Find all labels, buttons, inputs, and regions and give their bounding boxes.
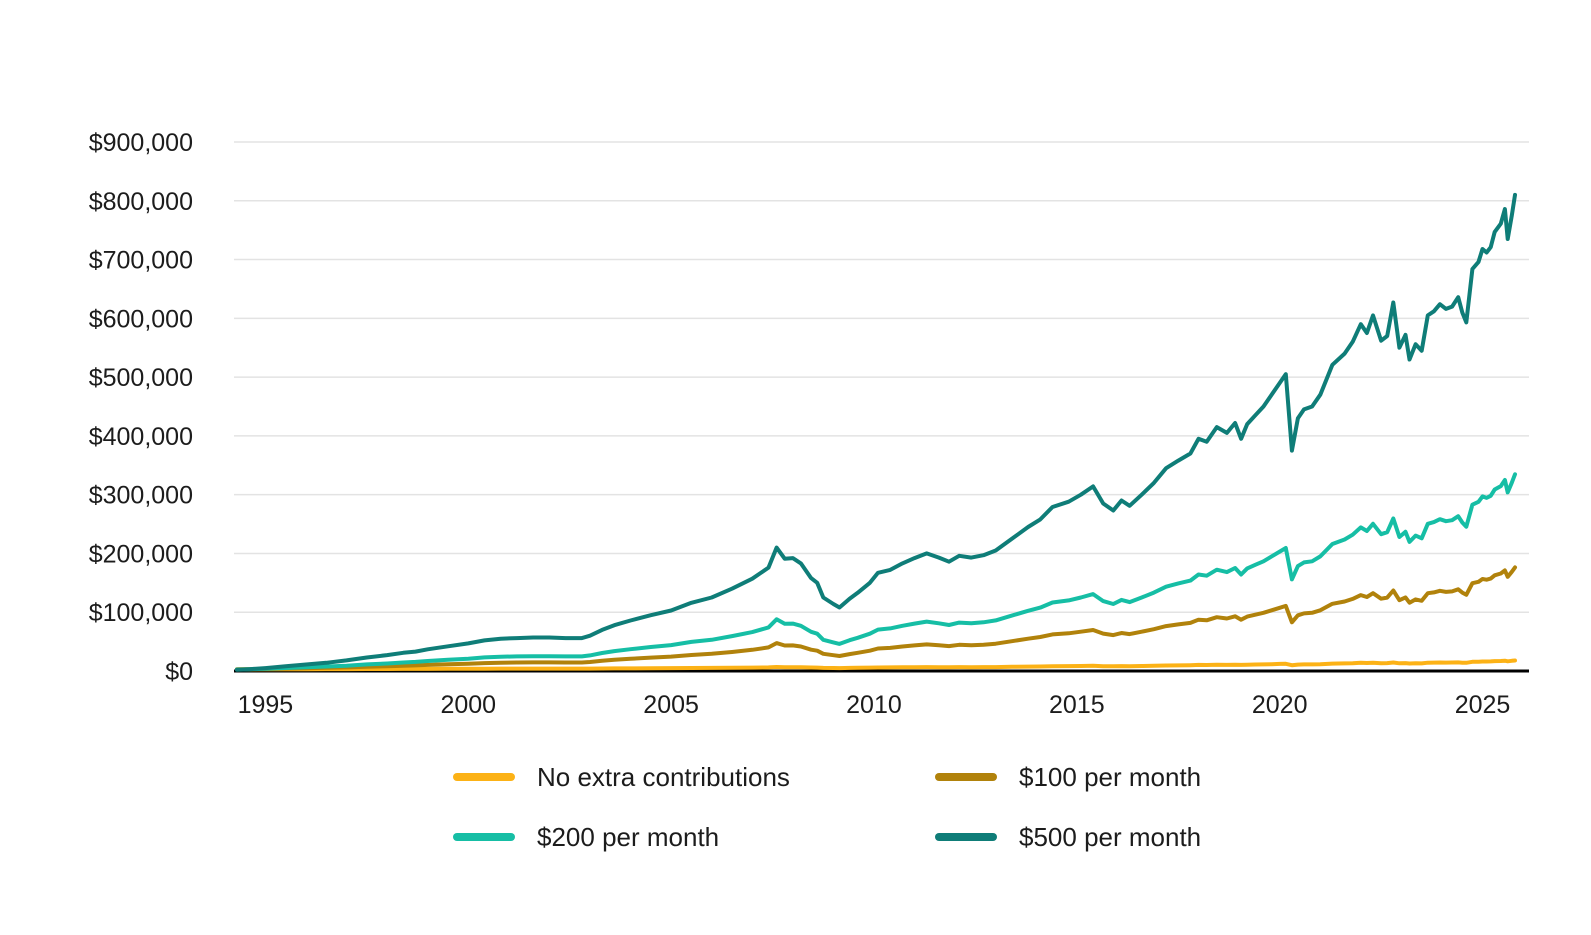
- chart-legend: No extra contributions $100 per month $2…: [453, 760, 1201, 854]
- series-line--100-per-month: [235, 565, 1517, 672]
- x-tick-label: 2020: [1252, 691, 1308, 719]
- legend-swatch-500-per-month-icon: [935, 833, 997, 841]
- y-tick-label: $0: [165, 658, 193, 686]
- x-tick-label: 2025: [1455, 691, 1511, 719]
- x-tick-label: 2015: [1049, 691, 1105, 719]
- y-tick-label: $900,000: [89, 129, 193, 157]
- y-tick-label: $500,000: [89, 364, 193, 392]
- y-tick-label: $300,000: [89, 482, 193, 510]
- series-line--500-per-month: [235, 192, 1517, 672]
- y-tick-label: $100,000: [89, 599, 193, 627]
- x-tick-label: 1995: [238, 691, 294, 719]
- y-tick-label: $600,000: [89, 305, 193, 333]
- y-tick-label: $200,000: [89, 540, 193, 568]
- series-line-no-extra-contributions: [235, 658, 1517, 672]
- legend-label-100-per-month: $100 per month: [1019, 761, 1202, 792]
- x-tick-label: 2000: [440, 691, 496, 719]
- y-tick-label: $700,000: [89, 247, 193, 275]
- legend-item-500-per-month: $500 per month: [935, 820, 1201, 854]
- legend-item-200-per-month: $200 per month: [453, 820, 935, 854]
- legend-item-100-per-month: $100 per month: [935, 760, 1201, 794]
- y-tick-label: $800,000: [89, 188, 193, 216]
- x-tick-label: 2010: [846, 691, 902, 719]
- legend-swatch-200-per-month-icon: [453, 833, 515, 841]
- legend-swatch-no-extra-contributions-icon: [453, 773, 515, 781]
- legend-label-no-extra-contributions: No extra contributions: [537, 761, 790, 792]
- legend-swatch-100-per-month-icon: [935, 773, 997, 781]
- legend-item-no-extra-contributions: No extra contributions: [453, 760, 935, 794]
- y-tick-label: $400,000: [89, 423, 193, 451]
- series-line--200-per-month: [235, 472, 1517, 672]
- x-tick-label: 2005: [643, 691, 699, 719]
- legend-label-200-per-month: $200 per month: [537, 821, 720, 852]
- legend-label-500-per-month: $500 per month: [1019, 821, 1202, 852]
